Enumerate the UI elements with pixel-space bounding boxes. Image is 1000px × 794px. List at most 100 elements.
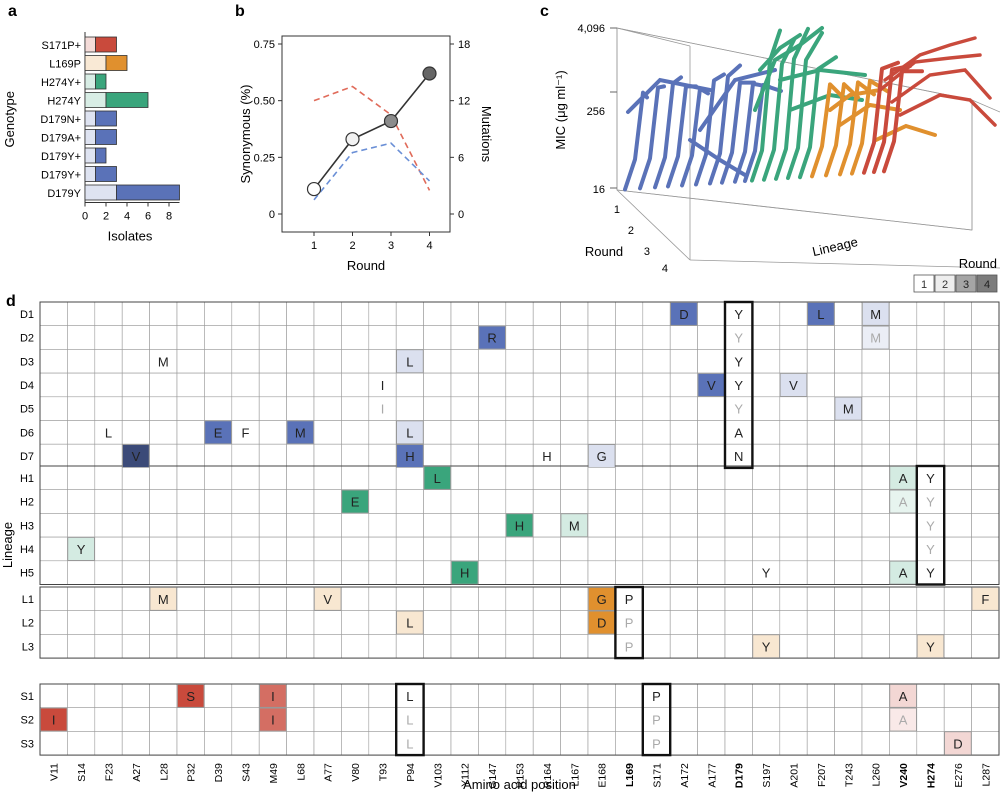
grid-cell (368, 443, 397, 469)
grid-cell (532, 349, 561, 374)
mutation-cell (560, 513, 588, 537)
grid-cell (39, 536, 68, 562)
grid-cell (313, 707, 342, 732)
mutation-letter: V (323, 592, 332, 607)
lineage-trajectory (778, 67, 867, 82)
grid-cell (313, 372, 342, 398)
grid-cell (587, 731, 616, 756)
mutation-letter: Y (926, 639, 935, 654)
grid-cell (423, 489, 452, 514)
grid-cell (806, 683, 835, 709)
grid-cell (615, 489, 644, 514)
grid-cell (889, 586, 918, 612)
grid-cell (341, 420, 370, 445)
grid-cell (149, 560, 178, 585)
grid-cell (450, 536, 479, 562)
grid-cell (560, 420, 589, 445)
grid-cell (615, 443, 644, 469)
mutation-cell (478, 325, 506, 350)
grid-cell (505, 586, 534, 612)
lineage-row-label: H1 (20, 473, 34, 485)
grid-cell (94, 731, 123, 756)
position-label: D179 (734, 763, 746, 788)
mutation-letter: H (460, 566, 469, 581)
mutation-letter: A (899, 713, 908, 728)
grid-cell (642, 420, 671, 445)
grid-cell (669, 325, 698, 350)
grid-cell (834, 489, 863, 514)
grid-cell (231, 634, 260, 659)
round-tick-label: 3 (644, 246, 650, 258)
grid-cell (478, 372, 507, 398)
position-label: A201 (789, 763, 801, 788)
mutation-cell (862, 302, 890, 326)
grid-cell (560, 707, 589, 732)
grid-cell (834, 731, 863, 756)
lineage-row-label: D1 (20, 309, 34, 321)
grid-cell (149, 420, 178, 445)
position-label: T93 (378, 763, 390, 781)
lineage-row-label: D2 (20, 333, 34, 345)
grid-cell (861, 707, 890, 732)
grid-cell (67, 420, 96, 445)
grid-cell (532, 489, 561, 514)
synonymous-point (422, 66, 437, 81)
position-label: F207 (816, 763, 828, 787)
grid-cell (231, 372, 260, 398)
grid-cell (176, 707, 205, 732)
grid-cell (39, 513, 68, 538)
grid-cell (642, 610, 671, 635)
grid-cell (560, 372, 589, 398)
grid-cell (313, 349, 342, 374)
mutation-cell (177, 684, 205, 708)
grid-cell (724, 489, 753, 514)
grid-cell (341, 349, 370, 374)
grid-cell (861, 731, 890, 756)
grid-cell (532, 513, 561, 538)
grid-cell (971, 513, 1000, 538)
grid-cell (39, 420, 68, 445)
grid-cell (67, 465, 96, 491)
x-tick-label: 1 (311, 240, 317, 252)
grid-cell (834, 513, 863, 538)
mutation-letter: D (953, 736, 962, 751)
grid-cell (67, 513, 96, 538)
grid-cell (779, 634, 808, 659)
grid-cell (368, 536, 397, 562)
grid-cell (450, 513, 479, 538)
grid-cell (889, 634, 918, 659)
mutation-letter: Y (762, 566, 771, 581)
grid-cell (341, 560, 370, 585)
grid-cell (642, 489, 671, 514)
grid-cell (642, 560, 671, 585)
panel-label-d: d (6, 293, 16, 310)
highlight-box (915, 464, 946, 586)
plot-frame (281, 35, 451, 233)
grid-cell (368, 420, 397, 445)
grid-cell (149, 372, 178, 398)
grid-cell (779, 489, 808, 514)
mutation-letter: D (597, 616, 606, 631)
mutation-letter: Y (77, 542, 86, 557)
grid-cell (779, 301, 808, 327)
grid-cell (971, 420, 1000, 445)
grid-cell (505, 683, 534, 709)
z-tick-label: 4,096 (577, 23, 605, 35)
genotype-tick-label: L169P (49, 59, 81, 71)
genotype-tick-label: S171P+ (42, 40, 81, 52)
grid-cell (395, 536, 424, 562)
grid-cell (67, 610, 96, 635)
y-tick-label: 0.50 (254, 96, 275, 108)
grid-cell (39, 325, 68, 350)
grid-cell (560, 536, 589, 562)
grid-cell (834, 465, 863, 491)
grid-cell (587, 465, 616, 491)
lineage-row-label: D4 (20, 380, 34, 392)
grid-cell (697, 420, 726, 445)
grid-cell (39, 301, 68, 327)
grid-cell (697, 683, 726, 709)
grid-cell (286, 634, 315, 659)
grid-cell (231, 707, 260, 732)
grid-cell (834, 536, 863, 562)
genotype-tick-label: D179Y (47, 188, 81, 200)
